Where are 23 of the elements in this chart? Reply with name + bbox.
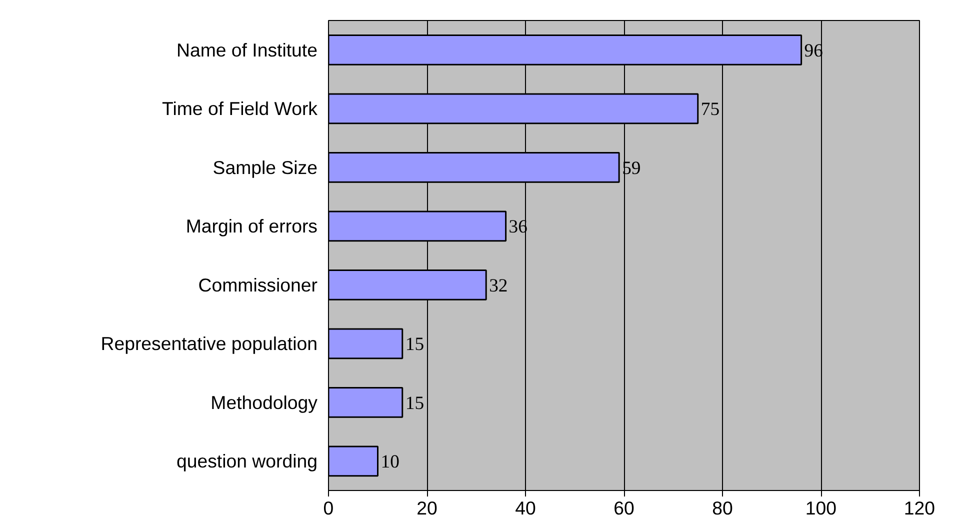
y-tick-label: Methodology [210,392,318,413]
bar [328,446,378,477]
x-tick-label: 20 [416,498,438,518]
y-tick-label: Representative population [100,333,318,354]
y-tick-label: question wording [176,450,318,472]
data-label: 15 [405,334,424,356]
y-tick-label: Commissioner [198,274,318,296]
y-tick-label: Sample Size [212,156,318,178]
x-tick-label: 60 [614,498,634,518]
bar [328,328,404,360]
x-tick-label: 100 [805,498,837,518]
data-label: 75 [700,99,720,120]
y-tick-label: Time of Field Work [162,98,318,120]
data-label: 10 [380,452,400,473]
y-tick-label: Margin of errors [186,216,318,237]
x-tick-label: 80 [712,498,733,518]
x-tick-label: 0 [323,498,334,518]
x-tick-label: 120 [904,498,936,518]
data-label: 32 [489,275,508,296]
x-tick-label: 40 [515,498,536,518]
bar [328,386,404,418]
y-tick-label: Name of Institute [176,39,318,60]
data-label: 15 [405,392,424,414]
